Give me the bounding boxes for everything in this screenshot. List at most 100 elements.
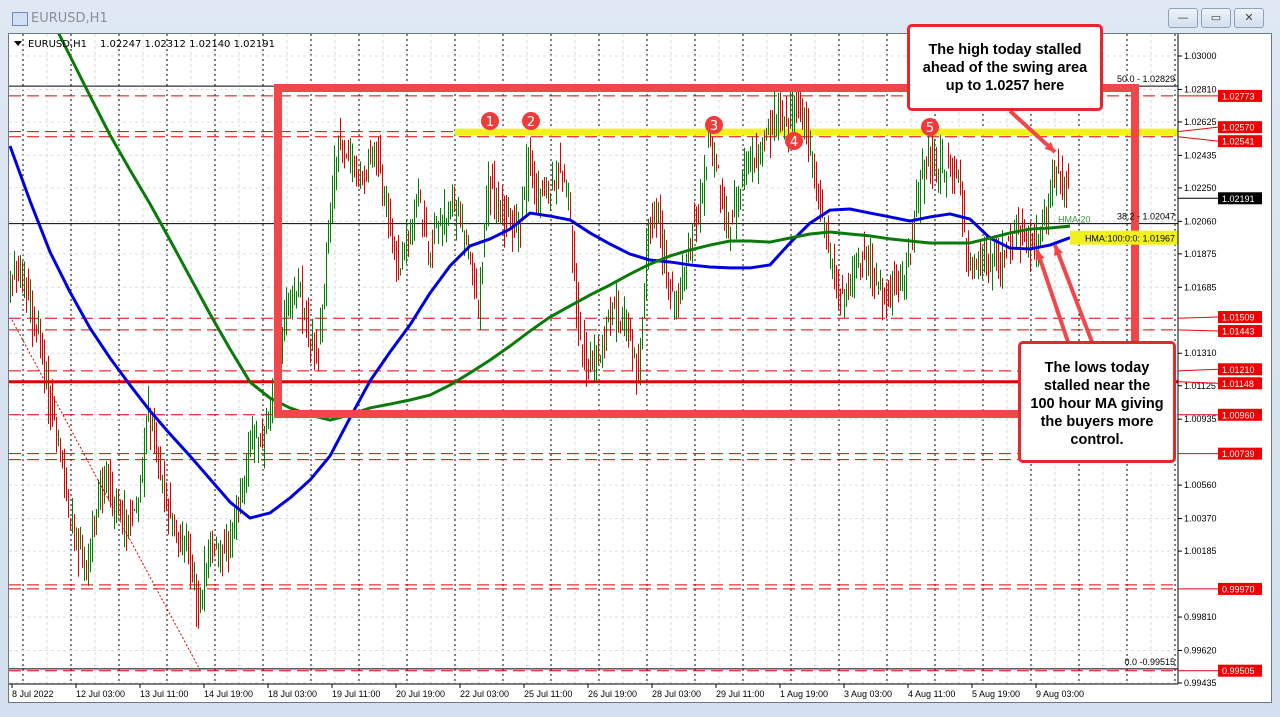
callout-line: The lows today [1044, 360, 1150, 376]
level-price-tag [1218, 311, 1262, 324]
swing-marker-5 [921, 118, 939, 136]
swing-marker-number: 2 [527, 115, 535, 130]
price-tick-label: 1.00370 [1184, 514, 1217, 524]
callout-line: stalled near the [1043, 378, 1151, 394]
time-tick-label: 8 Jul 2022 [12, 689, 54, 699]
level-price-tag [1218, 408, 1262, 421]
level-price-tag [1218, 447, 1262, 460]
current-price-tag [1218, 192, 1262, 205]
swing-marker-3 [705, 116, 723, 134]
window-title: EURUSD,H1 [31, 11, 108, 26]
level-price-label: 1.02570 [1222, 123, 1255, 133]
price-tick-label: 1.02060 [1184, 216, 1217, 226]
callout-lows-today: The lows today stalled near the 100 hour… [1018, 341, 1176, 463]
arrow-to-low-2-head [1054, 245, 1064, 256]
level-price-tag [1218, 89, 1262, 102]
arrow-to-high-head [1044, 141, 1055, 152]
level-price-label: 1.00739 [1222, 449, 1255, 459]
arrow-to-low-1-head [1035, 250, 1045, 261]
swing-marker-1 [481, 112, 499, 130]
level-price-leader [1177, 329, 1219, 332]
level-price-tag [1218, 325, 1262, 338]
price-tick-label: 0.99620 [1184, 645, 1217, 655]
horizontal-levels [9, 85, 1178, 672]
level-price-leader [1177, 126, 1219, 133]
consolidation-box [274, 84, 1139, 418]
level-price-label: 0.99970 [1222, 584, 1255, 594]
arrow-to-high [1008, 109, 1057, 154]
price-tick-label: 1.01875 [1184, 249, 1217, 259]
level-price-label: 1.01443 [1222, 327, 1255, 337]
hma100-label: HMA:100:0:0: 1.01967 [1085, 234, 1175, 244]
fibonacci-label: 50.0 - 1.02829 [1117, 74, 1175, 84]
level-price-label: 0.99505 [1222, 666, 1255, 676]
fibonacci-label: 0.0 -0.99515 [1124, 657, 1175, 667]
level-price-label: 1.00960 [1222, 410, 1255, 420]
time-tick-label: 4 Aug 11:00 [908, 689, 955, 699]
level-price-tag [1218, 363, 1262, 376]
time-tick-label: 1 Aug 19:00 [780, 689, 828, 699]
ma200-line [57, 34, 1071, 422]
ma100-line [9, 145, 1071, 520]
chart-header-symbol: EURUSD,H1 [28, 39, 87, 50]
price-tick-label: 1.03000 [1184, 51, 1217, 61]
swing-area-band [455, 128, 1178, 136]
level-price-tag [1218, 135, 1262, 148]
moving-averages [9, 34, 1071, 520]
callout-line: ahead of the swing area [922, 60, 1088, 76]
level-price-leader [1177, 368, 1219, 372]
swing-marker-4 [785, 132, 803, 150]
restore-button[interactable]: ▭ [1201, 8, 1231, 28]
chart-header-ohlc: 1.02247 1.02312 1.02140 1.02191 [100, 39, 275, 50]
callout-line: control. [1070, 432, 1124, 448]
hma200-label: HMA:20 [1058, 215, 1091, 225]
level-price-leader [1177, 381, 1219, 384]
time-tick-label: 26 Jul 19:00 [588, 689, 637, 699]
title-bar[interactable]: EURUSD,H1 — ▭ ✕ [0, 0, 1280, 32]
swing-marker-number: 5 [926, 121, 934, 136]
time-tick-label: 13 Jul 11:00 [140, 689, 188, 699]
time-tick-label: 5 Aug 19:00 [972, 689, 1020, 699]
chart-window-icon [12, 12, 28, 26]
level-price-leader [1177, 136, 1219, 142]
time-tick-label: 14 Jul 19:00 [204, 689, 253, 699]
price-tick-label: 1.01125 [1184, 381, 1216, 391]
minimize-button[interactable]: — [1168, 8, 1198, 28]
callout-line: the buyers more [1040, 414, 1154, 430]
current-price-label: 1.02191 [1222, 194, 1255, 204]
price-tick-label: 1.00560 [1184, 480, 1217, 490]
callout-line: up to 1.0257 here [945, 78, 1065, 94]
time-tick-label: 9 Aug 03:00 [1036, 689, 1084, 699]
close-button[interactable]: ✕ [1234, 8, 1264, 28]
time-tick-label: 29 Jul 11:00 [716, 689, 764, 699]
price-tick-label: 0.99435 [1184, 678, 1217, 688]
price-tick-label: 1.01310 [1184, 348, 1217, 358]
swing-marker-2 [522, 112, 540, 130]
callout-high-today: The high today stalled ahead of the swin… [907, 24, 1103, 111]
level-price-tag [1218, 377, 1262, 390]
arrow-to-low-2 [1053, 244, 1094, 343]
time-tick-label: 22 Jul 03:00 [460, 689, 509, 699]
price-tick-label: 1.02250 [1184, 183, 1217, 193]
price-tick-label: 1.00935 [1184, 414, 1217, 424]
arrow-to-low-1 [1035, 249, 1070, 343]
price-tick-label: 1.02435 [1184, 150, 1217, 160]
swing-marker-number: 1 [486, 115, 494, 130]
collapse-triangle-icon[interactable] [14, 41, 22, 46]
price-tick-label: 1.02810 [1184, 84, 1217, 94]
time-tick-label: 25 Jul 11:00 [524, 689, 572, 699]
time-tick-label: 3 Aug 03:00 [844, 689, 892, 699]
time-tick-label: 12 Jul 03:00 [76, 689, 125, 699]
axes: 1.03000 1.02810 1.02625 1.02435 1.02250 1.020… [9, 34, 1262, 699]
swing-marker-number: 3 [710, 119, 718, 134]
callout-line: The high today stalled [928, 42, 1082, 58]
level-price-label: 1.02773 [1222, 91, 1255, 101]
level-price-leader [1177, 316, 1219, 319]
time-tick-label: 18 Jul 03:00 [268, 689, 317, 699]
fibonacci-label: 38.2 - 1.02047 [1117, 212, 1175, 222]
price-tick-label: 1.01685 [1184, 282, 1217, 292]
callout-line: 100 hour MA giving [1030, 396, 1164, 412]
swing-marker-number: 4 [790, 135, 798, 150]
level-price-label: 1.01148 [1222, 379, 1254, 389]
